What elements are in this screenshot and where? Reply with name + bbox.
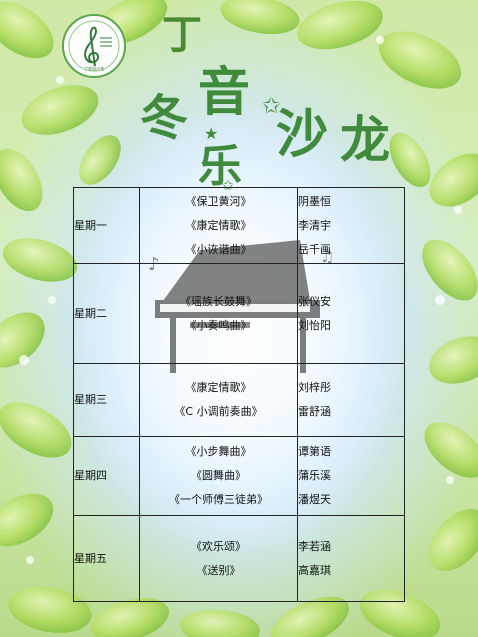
piece-title: 《C 小调前奏曲》 <box>174 405 263 418</box>
schedule-row: 星期三 《康定情歌》 《C 小调前奏曲》 刘梓彤 雷舒涵 <box>73 363 405 437</box>
performer-name: 李若涵 <box>298 539 331 553</box>
piece-title: 《小诙谐曲》 <box>185 242 252 256</box>
piece-title: 《圆舞曲》 <box>191 469 246 482</box>
salon-logo: 丁香园沙龙 <box>62 14 126 78</box>
title-char-long: 龙 <box>340 110 390 169</box>
schedule-row: 星期二 《瑶族长鼓舞》 《小奏鸣曲》 张仪安 刘怡阳 <box>73 263 405 364</box>
star-icon: ★ <box>204 124 219 143</box>
performer-cell: 刘梓彤 雷舒涵 <box>297 363 405 437</box>
schedule-row: 星期四 《小步舞曲》 《圆舞曲》 《一个师傅三徒弟》 谭第语 蒲乐溪 潘煜天 <box>73 436 405 516</box>
day-cell: 星期三 <box>73 363 140 437</box>
piece-cell: 《欢乐颂》 《送别》 <box>139 515 298 602</box>
day-cell: 星期四 <box>73 436 140 516</box>
schedule-row: 星期一 《保卫黄河》 《康定情歌》 《小诙谐曲》 阴墨恒 李清宇 岳千画 <box>73 187 405 264</box>
piece-title: 《康定情歌》 <box>185 218 252 232</box>
day-cell: 星期一 <box>73 187 140 264</box>
performer-cell: 谭第语 蒲乐溪 潘煜天 <box>297 436 405 516</box>
schedule-row: 星期五 《欢乐颂》 《送别》 李若涵 高嘉琪 <box>73 515 405 602</box>
performer-name: 刘梓彤 <box>298 381 331 394</box>
piece-title: 《康定情歌》 <box>185 381 252 394</box>
day-label: 星期五 <box>74 551 107 565</box>
performer-name: 岳千画 <box>298 242 331 256</box>
performer-name: 张仪安 <box>298 294 331 308</box>
performer-name: 潘煜天 <box>298 493 331 506</box>
day-cell: 星期五 <box>73 515 140 602</box>
piece-title: 《一个师傅三徒弟》 <box>169 493 268 506</box>
star-icon: ✩ <box>222 178 234 194</box>
piece-cell: 《保卫黄河》 《康定情歌》 《小诙谐曲》 <box>139 187 298 264</box>
piece-title: 《小奏鸣曲》 <box>185 318 252 332</box>
performer-name: 李清宇 <box>298 218 331 232</box>
performer-name: 高嘉琪 <box>298 563 331 577</box>
day-label: 星期三 <box>74 393 107 406</box>
schedule-body: 星期一 《保卫黄河》 《康定情歌》 《小诙谐曲》 阴墨恒 李清宇 岳千画 星期二 《瑶族长鼓舞》… <box>73 187 405 602</box>
performer-name: 谭第语 <box>298 445 331 458</box>
day-label: 星期二 <box>74 306 107 320</box>
performer-cell: 李若涵 高嘉琪 <box>297 515 405 602</box>
day-cell: 星期二 <box>73 263 140 364</box>
performer-name: 刘怡阳 <box>298 318 331 332</box>
day-label: 星期一 <box>74 218 107 232</box>
day-label: 星期四 <box>74 469 107 482</box>
title-char-dong: 冬 <box>140 90 189 146</box>
performer-name: 阴墨恒 <box>298 194 331 208</box>
title-char-sha: 沙 <box>276 104 329 165</box>
piece-title: 《小步舞曲》 <box>185 445 252 458</box>
title-char-yin: 音 <box>198 62 251 123</box>
title-char-ding: 丁 <box>162 11 202 58</box>
star-icon: ✩ <box>262 94 281 119</box>
treble-clef-icon: 丁香园沙龙 <box>68 20 120 72</box>
piece-title: 《保卫黄河》 <box>185 194 252 208</box>
performer-name: 雷舒涵 <box>298 405 331 418</box>
piece-title: 《欢乐颂》 <box>191 539 246 553</box>
performer-name: 蒲乐溪 <box>298 469 331 482</box>
title-char-le: 乐 <box>198 141 242 192</box>
piece-cell: 《小步舞曲》 《圆舞曲》《一个师傅三徒弟》 <box>139 436 298 516</box>
piece-title: 《送别》 <box>196 563 241 577</box>
performer-cell: 张仪安 刘怡阳 <box>297 263 405 364</box>
performer-cell: 阴墨恒 李清宇 岳千画 <box>297 187 405 264</box>
schedule-table: 星期一 《保卫黄河》 《康定情歌》 《小诙谐曲》 阴墨恒 李清宇 岳千画 星期二 《瑶族长鼓舞》… <box>73 187 405 602</box>
piece-cell: 《康定情歌》 《C 小调前奏曲》 <box>139 363 298 437</box>
logo-caption: 丁香园沙龙 <box>84 65 104 71</box>
piece-title: 《瑶族长鼓舞》 <box>180 294 257 308</box>
piece-cell: 《瑶族长鼓舞》 《小奏鸣曲》 <box>139 263 298 364</box>
